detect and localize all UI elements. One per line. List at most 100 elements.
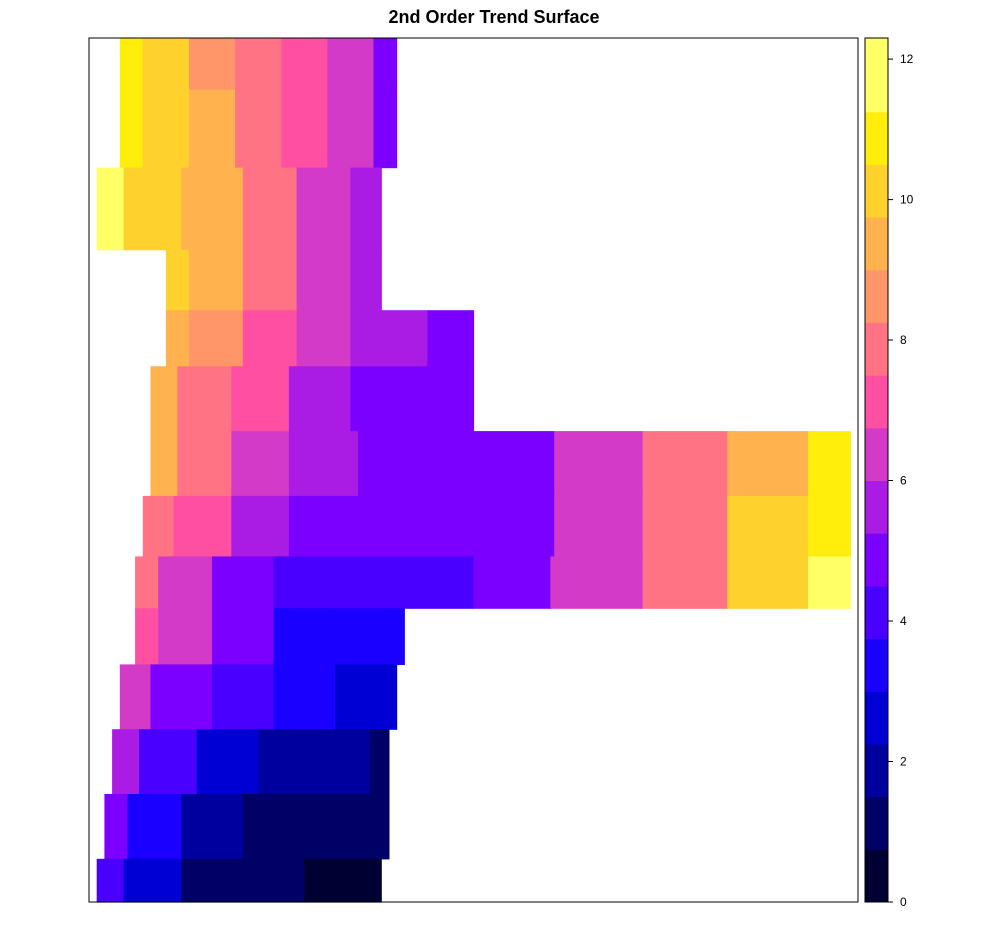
legend-swatch: [865, 322, 888, 376]
surface-cell: [358, 431, 455, 497]
legend-tick-label: 8: [900, 333, 907, 347]
surface-cell: [104, 794, 129, 860]
surface-cell: [296, 167, 351, 251]
surface-cell: [381, 664, 398, 730]
surface-cell: [127, 794, 182, 860]
surface-cell: [642, 495, 728, 557]
surface-cell: [212, 608, 275, 665]
surface-cell: [273, 608, 336, 665]
chart-title: 2nd Order Trend Surface: [388, 7, 599, 27]
surface-cell: [96, 858, 125, 903]
surface-cell: [150, 431, 178, 497]
surface-cell: [727, 556, 809, 609]
surface-cell: [258, 729, 321, 795]
surface-cell: [96, 167, 125, 251]
surface-cell: [123, 167, 182, 251]
surface-cell: [231, 495, 290, 557]
surface-cell: [281, 89, 328, 169]
surface-cell: [296, 249, 351, 311]
surface-cell: [808, 495, 851, 557]
legend-swatch: [865, 217, 888, 271]
surface-cell: [369, 729, 390, 795]
surface-cell: [212, 664, 275, 730]
surface-cell: [189, 249, 244, 311]
surface-cell: [808, 556, 851, 609]
surface-cell: [335, 556, 405, 609]
legend-tick-label: 2: [900, 755, 907, 769]
legend-swatch: [865, 38, 888, 113]
surface-cell: [273, 556, 336, 609]
surface-cell: [112, 729, 140, 795]
surface-cell: [727, 495, 809, 557]
surface-cell: [327, 89, 375, 169]
surface-cell: [231, 431, 290, 497]
surface-cell: [350, 167, 382, 251]
surface-cell: [119, 89, 144, 169]
surface-cell: [358, 495, 455, 557]
legend-swatch: [865, 849, 888, 903]
surface-cell: [550, 556, 644, 609]
legend-swatch: [865, 269, 888, 323]
surface-cell: [177, 431, 232, 497]
surface-cell: [642, 556, 728, 609]
surface-cell: [427, 366, 475, 432]
surface-cell: [808, 431, 851, 497]
surface-cell: [242, 794, 305, 860]
surface-cell: [235, 38, 282, 91]
surface-cell: [242, 249, 298, 311]
surface-cell: [181, 167, 244, 251]
legend-swatch: [865, 480, 888, 534]
surface-cell: [177, 366, 232, 432]
surface-cell: [373, 89, 398, 169]
surface-cell: [150, 664, 213, 730]
surface-cell: [242, 167, 298, 251]
surface-cell: [158, 608, 213, 665]
legend-tick-label: 4: [900, 614, 907, 628]
surface-cell: [554, 495, 644, 557]
surface-cell: [642, 431, 728, 497]
surface-cell: [554, 431, 644, 497]
surface-cell: [454, 431, 555, 497]
legend-tick-label: 0: [900, 895, 907, 909]
surface-cell: [119, 38, 144, 91]
surface-cell: [404, 556, 475, 609]
surface-cell: [273, 664, 336, 730]
legend-swatch: [865, 638, 888, 692]
surface-cell: [319, 729, 371, 795]
surface-cell: [335, 664, 382, 730]
surface-cell: [142, 495, 175, 557]
legend-tick-label: 6: [900, 474, 907, 488]
legend-tick-label: 12: [900, 52, 914, 66]
surface-cell: [181, 794, 244, 860]
surface-cell: [189, 89, 236, 169]
surface-cell: [165, 310, 190, 367]
legend-swatch: [865, 691, 888, 745]
surface-raster: [96, 38, 851, 903]
surface-cell: [181, 858, 244, 903]
surface-cell: [304, 858, 359, 903]
color-legend: 0 2 4 6 8 10 12: [864, 37, 914, 909]
surface-cell: [454, 495, 555, 557]
surface-cell: [173, 495, 232, 557]
surface-cell: [231, 366, 290, 432]
surface-cell: [135, 608, 159, 665]
surface-cell: [123, 858, 182, 903]
surface-cell: [373, 38, 398, 91]
surface-cell: [427, 310, 475, 367]
surface-cell: [296, 310, 351, 367]
surface-cell: [189, 310, 244, 367]
legend-swatch: [865, 796, 888, 850]
legend-frame: [864, 37, 889, 903]
surface-cell: [196, 729, 259, 795]
surface-cell: [158, 556, 213, 609]
surface-cell: [119, 664, 152, 730]
surface-cell: [350, 310, 428, 367]
surface-cell: [362, 794, 390, 860]
surface-cell: [189, 38, 236, 91]
surface-cell: [235, 89, 282, 169]
surface-cell: [150, 366, 178, 432]
surface-cell: [139, 729, 198, 795]
surface-cell: [165, 249, 190, 311]
legend-swatch: [865, 744, 888, 798]
